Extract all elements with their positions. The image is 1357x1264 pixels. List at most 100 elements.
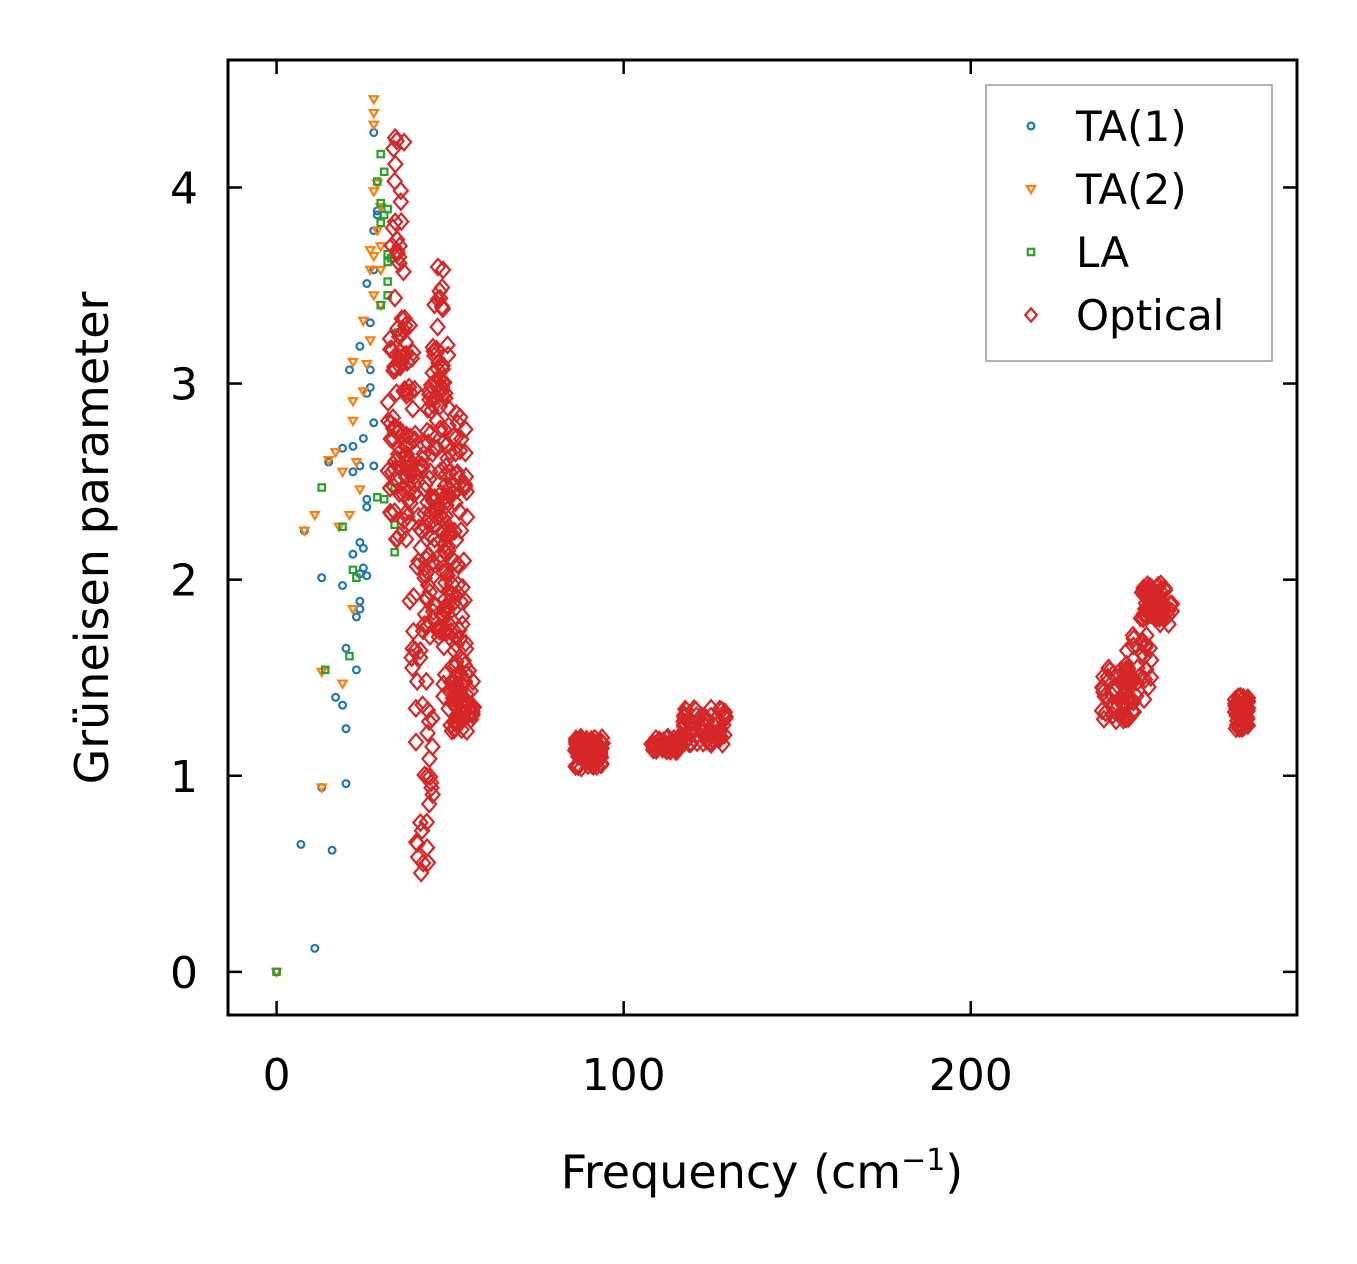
la-point [352,573,361,582]
legend-label-la: LA [1076,228,1129,277]
ta-1-point [362,571,372,581]
optical-point [437,562,455,582]
optical-point [398,502,416,523]
ta-1-point [362,502,372,512]
optical-point [412,863,430,883]
optical-point [422,526,440,546]
optical-point [406,640,424,660]
optical-point [438,612,456,633]
optical-point [416,604,434,625]
ta-2-point [374,202,387,214]
optical-point [401,591,419,611]
optical-point [1163,594,1181,614]
la-point [376,149,386,159]
optical-point [446,493,464,513]
ta-1-point [348,467,358,477]
optical-point [386,212,404,232]
ta-1-point [341,643,351,653]
ta-1-point [344,365,354,375]
optical-point [449,413,467,433]
optical-point [379,392,397,413]
optical-point [384,407,402,428]
optical-point [457,663,475,683]
legend: TA(1) TA(2) LA Optical [985,84,1273,362]
ta-2-point [350,457,363,469]
optical-point [431,281,449,301]
optical-point [424,553,441,573]
optical-point [407,732,425,752]
optical-point [436,476,454,496]
optical-point [421,461,439,482]
ta-1-point [351,612,361,622]
ta-2-point [357,316,370,328]
optical-point [437,506,455,526]
ta-2-point [346,416,359,428]
optical-point [386,154,404,174]
optical-point [396,308,414,329]
optical-point [418,421,436,441]
ta-1-point [331,692,341,702]
optical-point [1161,594,1179,615]
ta-1-point [338,700,348,710]
optical-point [676,699,694,719]
optical-point [409,506,427,527]
optical-point [404,621,422,642]
optical-point [417,517,435,538]
ta-2-point [367,108,380,120]
ta-1-point [351,665,361,675]
x-axis-title: Frequency (cm−1) [561,1143,964,1199]
optical-point [434,558,452,578]
optical-point [388,528,406,549]
optical-point [385,476,403,497]
optical-point [386,459,403,479]
optical-point [1139,574,1156,595]
optical-point [408,556,426,577]
ta-2-point [360,359,373,371]
optical-point [434,260,452,280]
optical-point [407,698,425,719]
optical-point [1103,685,1121,705]
optical-point [418,812,436,832]
optical-point [1237,708,1255,728]
optical-point [458,507,476,527]
ta-2-point [374,265,387,277]
ta-2-point [336,679,349,690]
ta-2-point [343,510,356,522]
optical-point [435,637,453,657]
la-point [383,204,392,214]
la-point [379,167,389,177]
legend-label-optical: Optical [1076,291,1224,340]
legend-marker-optical [1023,306,1039,324]
optical-point [1124,625,1142,646]
la-point [338,522,347,532]
optical-point [422,773,440,793]
ta-2-point [322,455,335,467]
optical-point [1121,675,1139,696]
optical-point [449,574,467,595]
la-point [376,300,386,310]
optical-point [451,629,469,649]
optical-point [385,138,402,159]
optical-point [434,299,452,319]
y-axis-title: Grüneisen parameter [65,291,119,784]
legend-label-ta-2: TA(2) [1075,165,1187,214]
optical-point [392,324,410,345]
optical-point [398,352,416,372]
optical-point [1149,575,1167,596]
optical-point [1125,628,1143,649]
optical-point [403,658,421,678]
optical-point [421,389,438,410]
optical-point [435,522,453,543]
axis-ticks: 0 100 200 0 1 2 3 4 [170,60,1297,1101]
optical-point [419,399,437,420]
optical-point [444,688,462,709]
x-tick-label: 100 [582,1050,666,1101]
optical-point [703,734,720,754]
optical-point [1115,710,1132,730]
optical-point [392,180,410,201]
la-point [272,967,281,977]
optical-point [1228,694,1246,715]
ta-1-point [358,563,368,573]
optical-point [434,359,452,379]
optical-point [1153,606,1171,626]
